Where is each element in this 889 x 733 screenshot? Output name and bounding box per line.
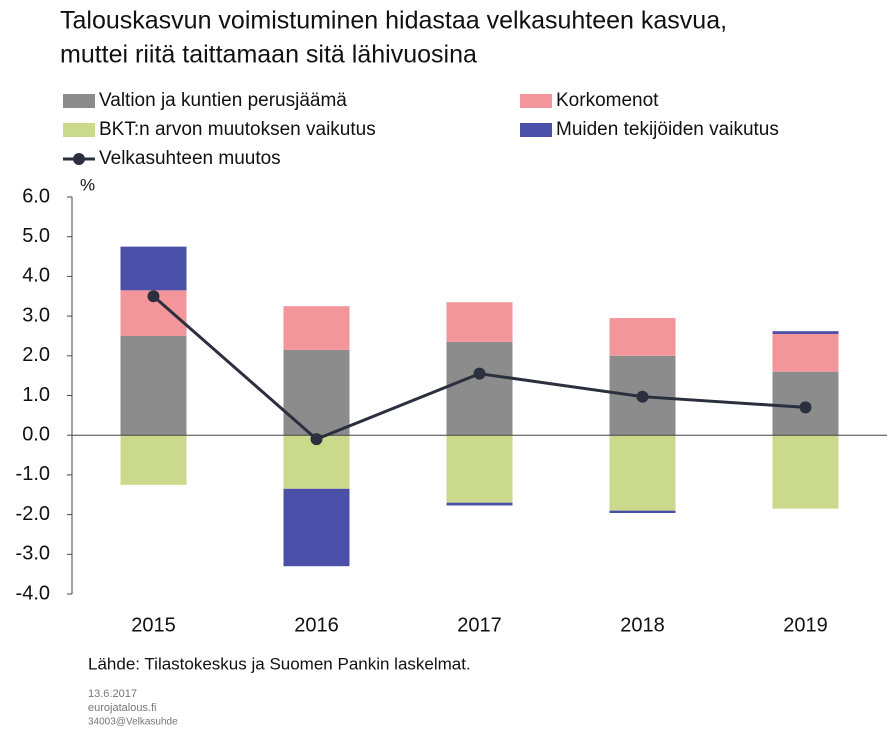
legend-label: BKT:n arvon muutoksen vaikutus xyxy=(99,119,376,140)
x-tick-label: 2018 xyxy=(620,614,665,636)
note: 34003@Velkasuhde xyxy=(88,717,178,728)
legend-swatch xyxy=(520,123,552,137)
legend-swatch xyxy=(63,94,95,108)
bar-segment xyxy=(283,488,350,567)
y-tick-label: 4.0 xyxy=(22,265,50,287)
bar-segment xyxy=(120,335,187,436)
bar-segment xyxy=(772,333,839,372)
y-tick-label: 5.0 xyxy=(22,225,50,247)
note: 13.6.2017 xyxy=(88,688,137,700)
y-tick-label: 1.0 xyxy=(22,384,50,406)
bar-segment xyxy=(609,510,676,514)
chart-title: Talouskasvun voimistuminen hidastaa velk… xyxy=(60,7,727,35)
bar-segment xyxy=(446,435,513,503)
bar-segment xyxy=(120,435,187,485)
y-tick-label: -2.0 xyxy=(16,503,50,525)
y-tick-label: 0.0 xyxy=(22,423,50,445)
line-marker xyxy=(636,390,649,403)
legend-marker xyxy=(73,153,85,165)
line-marker xyxy=(310,433,323,446)
bar-segment xyxy=(283,349,350,436)
legend-label: Valtion ja kuntien perusjäämä xyxy=(99,90,347,111)
y-axis-label: % xyxy=(80,175,95,194)
y-tick-label: 2.0 xyxy=(22,344,50,366)
y-tick-label: -3.0 xyxy=(16,543,50,565)
line-marker xyxy=(473,367,486,380)
x-tick-label: 2015 xyxy=(131,614,176,636)
legend-swatch xyxy=(63,123,95,137)
note: eurojatalous.fi xyxy=(88,702,157,714)
chart-title: muttei riitä taittamaan sitä lähivuosina xyxy=(60,41,477,69)
x-tick-label: 2019 xyxy=(783,614,828,636)
legend-swatch xyxy=(520,94,552,108)
bar-segment xyxy=(446,302,513,342)
y-tick-label: 6.0 xyxy=(22,185,50,207)
y-tick-label: -4.0 xyxy=(16,582,50,604)
bar-segment xyxy=(120,246,187,291)
x-tick-label: 2017 xyxy=(457,614,502,636)
legend-label: Muiden tekijöiden vaikutus xyxy=(556,119,779,140)
x-tick-label: 2016 xyxy=(294,614,339,636)
bar-segment xyxy=(283,306,350,350)
line-marker xyxy=(147,290,160,303)
bar-segment xyxy=(609,435,676,511)
bar-segment xyxy=(446,341,513,436)
bar-segment xyxy=(772,331,839,334)
bar-segment xyxy=(772,435,839,509)
source: Lähde: Tilastokeskus ja Suomen Pankin la… xyxy=(88,654,471,673)
y-tick-label: 3.0 xyxy=(22,304,50,326)
line-marker xyxy=(799,401,812,414)
legend-label: Korkomenot xyxy=(556,90,659,111)
y-tick-label: -1.0 xyxy=(16,463,50,485)
legend-label: Velkasuhteen muutos xyxy=(99,148,281,169)
bar-segment xyxy=(446,502,513,506)
bar-segment xyxy=(609,318,676,356)
